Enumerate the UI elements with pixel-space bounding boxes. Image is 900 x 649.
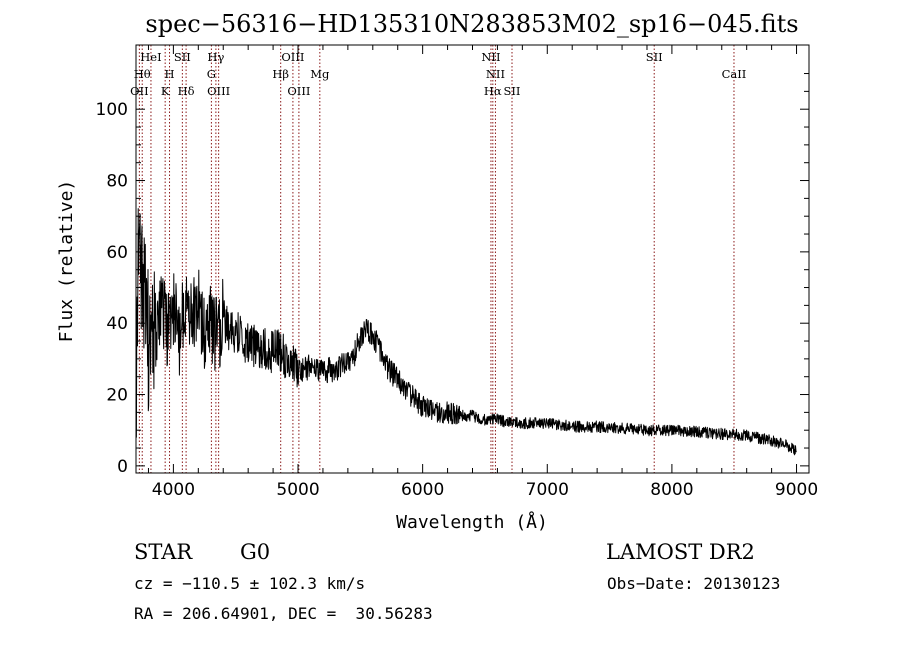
y-axis-label: Flux (relative)	[56, 180, 77, 343]
y-tick-label: 80	[106, 172, 128, 192]
spectral-line-label: NII	[481, 50, 500, 64]
x-axis-label: Wavelength (Å)	[396, 511, 548, 533]
spectral-line-label: Hα	[484, 84, 502, 98]
plot-frame	[135, 44, 810, 474]
x-tick-label: 6000	[401, 480, 444, 500]
y-tick-label: 100	[96, 100, 128, 120]
spectral-line-label: SII	[646, 50, 663, 64]
y-tick-label: 20	[106, 386, 128, 406]
observation-date: Obs−Date: 20130123	[607, 574, 781, 593]
x-tick-label: 5000	[276, 480, 319, 500]
object-subclass: G0	[240, 540, 271, 564]
spectrum-line	[135, 208, 797, 456]
x-tick-label: 9000	[775, 480, 818, 500]
spectral-line-label: K	[161, 84, 170, 98]
spectral-line-label: H	[165, 67, 175, 81]
coordinates: RA = 206.64901, DEC = 30.56283	[134, 604, 433, 623]
x-axis-ticks: 4000 5000 6000 7000 8000 9000	[147, 45, 818, 500]
spectral-line-label: G	[207, 67, 216, 81]
spectral-line-label: CaII	[722, 67, 747, 81]
radial-velocity: cz = −110.5 ± 102.3 km/s	[134, 574, 366, 593]
y-tick-label: 60	[106, 243, 128, 263]
spectral-line-label: SII	[174, 50, 191, 64]
spectral-line-label: Hδ	[178, 84, 195, 98]
spectral-line-label: HeI	[140, 50, 161, 64]
object-class: STAR	[134, 540, 193, 564]
spectral-line-label: Mg	[310, 67, 330, 81]
y-tick-label: 40	[106, 314, 128, 334]
chart-title: spec−56316−HD135310N283853M02_sp16−045.f…	[145, 10, 798, 38]
spectral-line-label: OIII	[281, 50, 304, 64]
y-axis-ticks: 0 20 40 60 80 100	[96, 73, 809, 477]
spectral-line-label: Hγ	[207, 50, 224, 64]
spectral-line-label: OIII	[287, 84, 310, 98]
y-tick-label: 0	[117, 457, 128, 477]
x-tick-label: 7000	[526, 480, 569, 500]
x-tick-label: 4000	[152, 480, 195, 500]
spectral-line-label: Hθ	[134, 67, 151, 81]
spectral-line-label: NII	[486, 67, 505, 81]
survey-name: LAMOST DR2	[606, 540, 755, 564]
x-tick-label: 8000	[650, 480, 693, 500]
spectral-line-label: SII	[504, 84, 521, 98]
spectral-line-labels: OIIHθHeIKHSIIHδGHγOIIIHβOIIIOIIIMgNIIHαN…	[130, 50, 746, 98]
spectral-line-markers	[138, 45, 735, 473]
spectral-line-label: Hβ	[272, 67, 289, 81]
spectral-line-label: OIII	[207, 84, 230, 98]
